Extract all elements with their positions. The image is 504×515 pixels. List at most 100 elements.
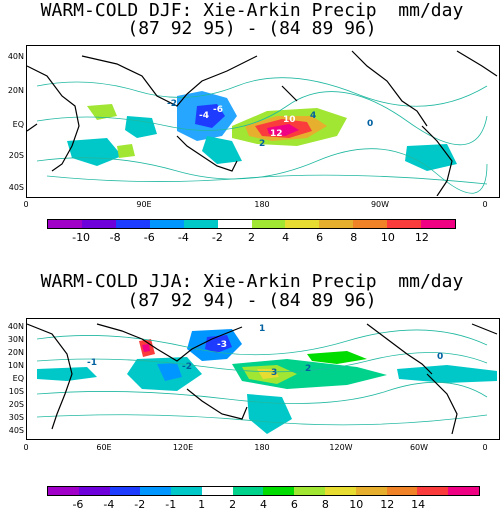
colorbar-segment (183, 220, 218, 228)
colorbar-segment (448, 487, 479, 495)
colorbar-label: 12 (414, 231, 429, 244)
p2-ytick: 10S (8, 387, 24, 396)
colorbar-segment (171, 487, 202, 495)
colorbar-label: 2 (248, 231, 255, 244)
p1-contour (36, 91, 488, 146)
p1-neg-region (125, 116, 157, 138)
p2-ytick: 30S (8, 413, 24, 422)
panel-2-title: WARM-COLD JJA: Xie-Arkin Precip mm/day (40, 271, 464, 292)
p2-colorbar (47, 486, 480, 496)
colorbar-segment (263, 487, 295, 495)
p2-xtick: 0 (23, 443, 29, 452)
colorbar-segment (109, 487, 141, 495)
panel-1-subtitle: (87 92 95) - (84 89 96) (127, 18, 377, 39)
p2-neg-region (397, 365, 497, 383)
p1-xtick: 0 (482, 200, 488, 209)
p2-coastlines (27, 323, 498, 435)
p1-ytick: 40N (7, 52, 24, 61)
p1-contour (46, 174, 488, 185)
p1-map: 10 12 -4 -6 -2 2 4 0 (26, 45, 500, 198)
p2-xtick: 120E (172, 443, 194, 452)
p2-contour-label: -1 (87, 358, 97, 368)
p1-contour-label: 0 (367, 119, 373, 129)
colorbar-segment (48, 487, 79, 495)
colorbar-label: 12 (380, 498, 395, 511)
colorbar-segment (78, 487, 110, 495)
p2-ytick: 40S (8, 426, 24, 435)
p2-pos-region (307, 351, 367, 364)
colorbar-label: -4 (177, 231, 189, 244)
colorbar-segment (48, 220, 82, 228)
p1-neg-region (195, 104, 225, 128)
p1-contour (36, 148, 488, 194)
colorbar-label: -4 (103, 498, 115, 511)
p2-contour (36, 381, 488, 404)
colorbar-segment (251, 220, 286, 228)
colorbar-segment (217, 220, 252, 228)
colorbar-label: 10 (380, 231, 395, 244)
p1-neg-region (202, 136, 242, 164)
colorbar-label: -2 (211, 231, 223, 244)
p2-xtick: 60W (409, 443, 429, 452)
colorbar-label: 6 (316, 231, 324, 244)
p1-contour-label: 2 (259, 139, 265, 149)
p1-ytick: 40S (8, 183, 24, 192)
p1-contour (36, 77, 488, 107)
colorbar-segment (149, 220, 184, 228)
colorbar-segment (353, 220, 388, 228)
colorbar-segment (325, 487, 356, 495)
p2-contour-label: 2 (305, 364, 311, 374)
p1-ytick: EQ (12, 120, 24, 129)
p1-contour-label: -4 (199, 111, 209, 121)
p1-contour-label: 10 (283, 115, 296, 125)
p2-xtick: 0 (482, 443, 488, 452)
p2-map-svg: 1 2 3 -1 -2 -3 0 (27, 323, 498, 435)
p1-neg-region (67, 138, 122, 166)
colorbar-segment (294, 487, 326, 495)
p2-ytick: 10N (7, 361, 24, 370)
p2-ytick: 30N (7, 335, 24, 344)
p1-xtick: 90E (136, 200, 152, 209)
colorbar-segment (81, 220, 116, 228)
p1-colorbar (47, 219, 456, 229)
p2-ytick: 20S (8, 400, 24, 409)
colorbar-label: 4 (282, 231, 290, 244)
colorbar-label: 8 (321, 498, 329, 511)
p2-xtick: 120W (329, 443, 353, 452)
p2-pos-region (142, 344, 150, 352)
colorbar-label: -2 (134, 498, 146, 511)
colorbar-segment (387, 220, 422, 228)
p1-contour-label: -2 (167, 99, 177, 109)
colorbar-label: 14 (411, 498, 426, 511)
p2-contour-label: 0 (437, 352, 443, 362)
p2-ytick: EQ (12, 374, 24, 383)
p2-contour-label: -3 (217, 340, 227, 350)
p2-contour (36, 414, 488, 426)
p1-pos-region (87, 104, 117, 120)
p1-coastlines (27, 50, 498, 196)
p2-ytick: 20N (7, 348, 24, 357)
p1-xtick: 90W (370, 200, 390, 209)
p1-contour-label: 12 (270, 129, 283, 139)
p2-contour (36, 329, 488, 356)
p2-contour-label: 3 (271, 368, 277, 378)
colorbar-label: 10 (349, 498, 364, 511)
p2-contour-label: 1 (259, 324, 265, 334)
p2-neg-region (247, 394, 292, 434)
p2-xtick: 60E (96, 443, 112, 452)
colorbar-segment (115, 220, 150, 228)
colorbar-label: -6 (143, 231, 155, 244)
colorbar-label: 8 (350, 231, 358, 244)
colorbar-segment (421, 220, 456, 228)
colorbar-segment (201, 487, 233, 495)
p1-xtick: 180 (254, 200, 270, 209)
p1-ytick: 20S (8, 151, 24, 160)
p1-xtick: 0 (23, 200, 29, 209)
p2-contour-label: -2 (182, 362, 192, 372)
colorbar-segment (355, 487, 387, 495)
colorbar-label: 1 (198, 498, 206, 511)
p2-contour (36, 352, 488, 373)
colorbar-label: 4 (260, 498, 267, 511)
colorbar-label: -10 (72, 231, 91, 244)
p2-map: 1 2 3 -1 -2 -3 0 (26, 318, 500, 440)
